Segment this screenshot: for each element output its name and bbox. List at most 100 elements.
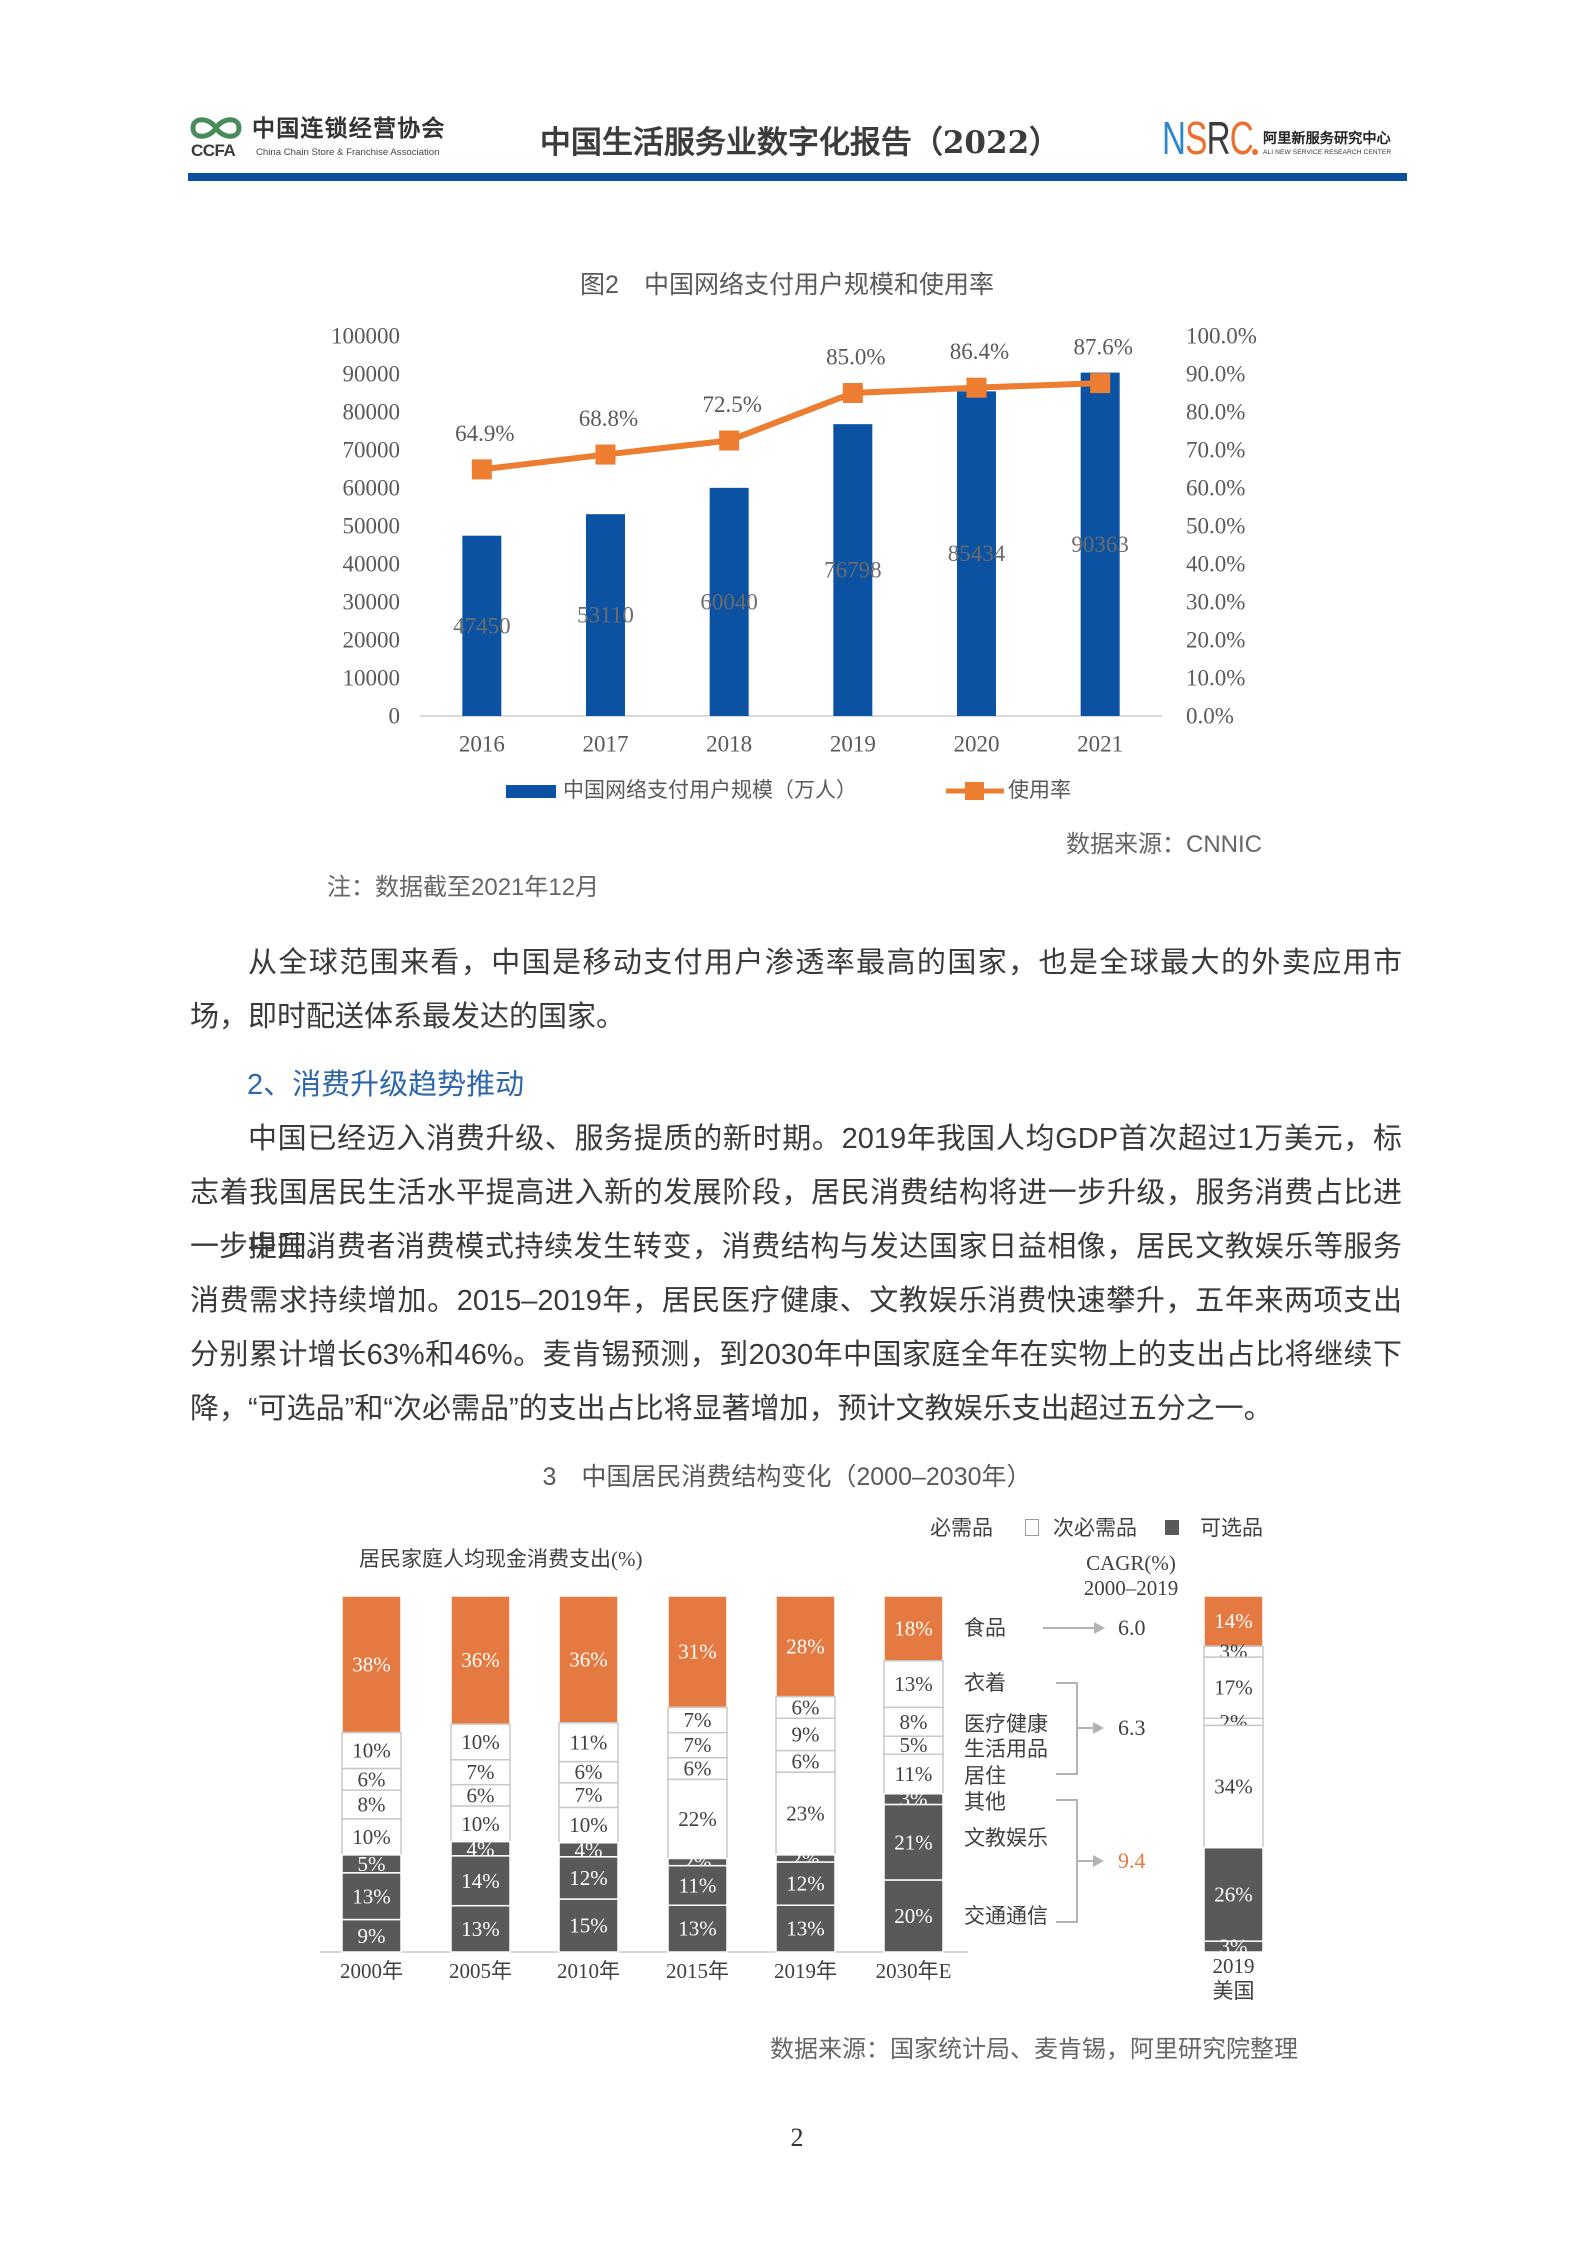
- segment-value-label: 22%: [678, 1807, 717, 1831]
- cagr-connectors: [1043, 1627, 1096, 1923]
- segment-value-label: 13%: [461, 1917, 500, 1941]
- y-axis-left-tick: 100000: [331, 324, 400, 349]
- segment-value-label: 10%: [352, 1739, 391, 1763]
- bracket-optional: [1056, 1799, 1078, 1923]
- bar-value-label: 85434: [948, 541, 1006, 566]
- paragraph-global-payment: 从全球范围来看，中国是移动支付用户渗透率最高的国家，也是全球最大的外卖应用市场，…: [190, 947, 1402, 1033]
- y-axis-right-tick: 80.0%: [1186, 400, 1245, 425]
- stacked-segment: [667, 1731, 728, 1759]
- stacked-segment: [558, 1856, 619, 1900]
- segment-value-label: 15%: [569, 1914, 608, 1938]
- y-axis-left-tick: 80000: [343, 400, 401, 425]
- nsrc-letter-r: R: [1206, 112, 1231, 164]
- ccfa-name-cn: 中国连锁经营协会: [252, 115, 446, 142]
- figure3-chart: 38%10%6%8%10%5%13%9%2000年36%10%7%6%10%4%…: [320, 1595, 1264, 2003]
- stacked-segment: [1203, 1724, 1264, 1849]
- figure3-title: 3 中国居民消费结构变化（2000–2030年）: [542, 1463, 1032, 1491]
- x-axis-label: 2019年: [774, 1959, 837, 1983]
- category-label-other: 其他: [964, 1790, 1006, 1814]
- segment-value-label: 9%: [358, 1924, 386, 1948]
- segment-value-label: 17%: [1214, 1676, 1253, 1700]
- segment-value-label: 13%: [352, 1884, 391, 1908]
- figure2-chart: 0 10000 20000 30000 40000 50000 60000 70000 8000…: [331, 324, 1257, 757]
- stacked-segment: [450, 1805, 511, 1843]
- segment-value-label: 9%: [792, 1722, 820, 1746]
- x-axis-label: 2030年E: [876, 1959, 952, 1983]
- segment-value-label: 6%: [792, 1695, 820, 1719]
- segment-value-label: 18%: [894, 1616, 933, 1640]
- nsrc-letter-s: S: [1185, 112, 1207, 164]
- usage-rate-marker: [595, 444, 616, 465]
- segment-value-label: 14%: [1214, 1609, 1253, 1633]
- document-title: 中国生活服务业数字化报告（2022）: [539, 125, 1061, 161]
- segment-value-label: 11%: [895, 1762, 933, 1786]
- figure3-bars: 38%10%6%8%10%5%13%9%2000年36%10%7%6%10%4%…: [340, 1595, 1264, 2003]
- segment-value-label: 7%: [467, 1760, 495, 1784]
- stacked-segment: [1203, 1940, 1264, 1953]
- y-axis-left-tick: 70000: [343, 438, 401, 463]
- stacked-segment: [450, 1723, 511, 1761]
- nsrc-name-en: ALI NEW SERVICE RESEARCH CENTER: [1263, 149, 1392, 156]
- y-axis-right-tick: 10.0%: [1186, 666, 1245, 691]
- y-axis-left-tick: 40000: [343, 552, 401, 577]
- x-axis-label: 2016: [459, 732, 505, 757]
- segment-value-label: 12%: [569, 1866, 608, 1890]
- bar-payment-users: [833, 424, 873, 716]
- segment-value-label: 20%: [894, 1904, 933, 1928]
- y-axis-right-tick: 30.0%: [1186, 590, 1245, 615]
- segment-value-label: 7%: [684, 1708, 712, 1732]
- arrowheads: [1093, 1622, 1105, 1867]
- stacked-segment: [775, 1595, 836, 1698]
- segment-value-label: 6%: [467, 1783, 495, 1807]
- category-label-clothing: 衣着: [964, 1671, 1006, 1695]
- figure2-title: 图2 中国网络支付用户规模和使用率: [580, 271, 994, 299]
- usage-rate-marker: [719, 430, 740, 451]
- stacked-segment: [341, 1595, 402, 1734]
- segment-value-label: 5%: [358, 1852, 386, 1876]
- stacked-segment: [775, 1717, 836, 1752]
- y-axis-right-tick: 40.0%: [1186, 552, 1245, 577]
- usage-rate-label: 68.8%: [579, 406, 638, 431]
- legend-bar-label: 中国网络支付用户规模（万人）: [563, 779, 857, 802]
- bar-payment-users: [957, 391, 996, 716]
- legend-optional-swatch-icon: [1165, 1520, 1179, 1535]
- nsrc-logo: NSRC: [1162, 115, 1254, 161]
- segment-value-label: 10%: [461, 1730, 500, 1754]
- figure3-y-axis-label: 居民家庭人均现金消费支出(%): [359, 1547, 643, 1571]
- y-axis-left-tick: 60000: [343, 476, 401, 501]
- cagr-value-semi-essential: 6.3: [1118, 1715, 1146, 1740]
- header-divider: [188, 173, 1407, 181]
- bracket-semi-essential: [1056, 1682, 1078, 1775]
- section-heading: 2、消费升级趋势推动: [247, 1069, 525, 1101]
- segment-value-label: 13%: [678, 1917, 717, 1941]
- segment-value-label: 11%: [570, 1730, 608, 1754]
- bar-payment-users: [1080, 372, 1120, 716]
- y-axis-right-tick: 90.0%: [1186, 362, 1245, 387]
- stacked-segment: [775, 1904, 836, 1953]
- bar-payment-users: [462, 535, 502, 716]
- segment-value-label: 7%: [684, 1733, 712, 1757]
- x-axis-label: 2019: [1213, 1954, 1255, 1978]
- nsrc-letter-c: C: [1229, 112, 1254, 164]
- bar-payment-users: [586, 514, 625, 716]
- category-label-daily-goods: 生活用品: [964, 1737, 1048, 1761]
- stacked-segment: [1203, 1846, 1264, 1942]
- legend-semi-essential-swatch-icon: [1025, 1519, 1039, 1536]
- usage-rate-marker: [1090, 373, 1111, 394]
- x-axis-label: 2000年: [340, 1959, 403, 1983]
- segment-value-label: 14%: [461, 1869, 500, 1893]
- segment-value-label: 10%: [352, 1825, 391, 1849]
- segment-value-label: 12%: [786, 1872, 825, 1896]
- segment-value-label: 26%: [1214, 1882, 1253, 1906]
- legend-essential-label: 必需品: [930, 1516, 993, 1540]
- stacked-segment: [341, 1918, 402, 1953]
- segment-value-label: 38%: [352, 1652, 391, 1676]
- legend-bar-swatch-icon: [506, 785, 556, 798]
- bar-value-label: 60040: [700, 589, 758, 614]
- stacked-segment: [558, 1722, 619, 1763]
- nsrc-letter-n: N: [1162, 112, 1186, 164]
- y-axis-right-tick: 100.0%: [1186, 324, 1257, 349]
- segment-value-label: 13%: [894, 1672, 933, 1696]
- x-axis-label: 2019: [830, 732, 876, 757]
- y-axis-left-tick: 90000: [343, 362, 401, 387]
